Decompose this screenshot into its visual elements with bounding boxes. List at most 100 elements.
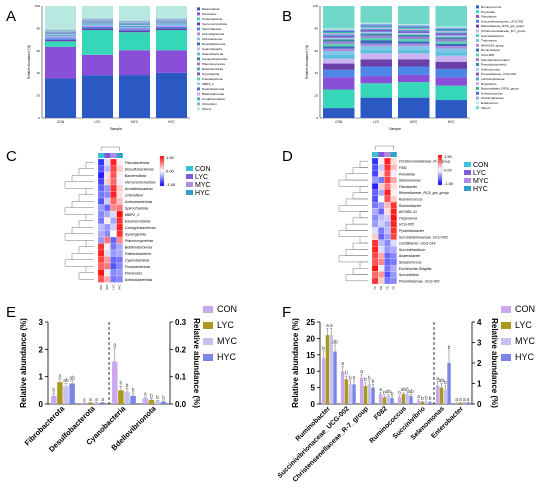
bar-segment [360,33,392,36]
heatmap-cell [384,239,391,247]
bar-segment [323,30,355,32]
legend-swatch [476,106,479,110]
legend-label: Synergistota [202,72,219,76]
bar [443,389,447,404]
legend-swatch [476,48,479,52]
bar-segment [81,54,114,76]
significance-letter: b [349,376,352,382]
bar-segment [44,41,77,47]
legend-label: Bdellovibrionota [202,92,224,96]
heatmap-cell [371,227,379,234]
heatmap-cell [97,184,105,192]
legend-label: Others [202,107,212,111]
bar [112,361,118,404]
bar-segment [323,58,355,64]
bar [333,351,337,404]
right-tick-label: 2 [477,359,482,368]
bar [405,393,409,404]
legend-swatch [476,101,479,105]
heatmap-column-label: LYC [385,286,389,290]
significance-letter: b [162,395,165,401]
significance-letter: a [379,387,382,393]
legend-swatch [501,306,511,313]
heatmap-cell [384,246,391,253]
heatmap-cell [116,217,123,225]
heatmap-row-label: WCHB1-41 [399,210,417,214]
heatmap-cell [390,201,397,209]
significance-letter: b [120,381,123,387]
heatmap-cell [384,258,391,266]
heatmap-cell [384,233,391,240]
bar-segment [435,27,467,29]
group-legend-swatch [464,170,471,175]
heatmap-cell [378,176,385,184]
bar [420,402,425,404]
heatmap-cell [116,262,123,270]
bar [466,402,470,404]
panel-d: D Christensenellaceae_R-7_group F082 Prevo… [278,140,550,290]
legend-label: Christensenellaceae_R-7_group [481,29,526,33]
legend-swatch [476,5,479,9]
heatmap-cell [116,275,123,283]
left-tick-label: 3 [39,318,44,327]
significance-letter: ab [385,389,391,395]
x-axis-title: Sample [389,127,401,131]
legend-label: HYC [217,352,237,362]
heatmap-cell [384,227,391,234]
scale-mid-label: 0.00 [166,169,175,174]
dendrogram-branch [345,198,368,206]
heatmap-cell [97,171,105,179]
y-axis-title: Relative Abundance (%) [27,45,31,79]
bar [51,395,57,404]
heatmap-cell [378,246,385,253]
dendrogram-branch [85,266,94,273]
bar-segment [118,24,151,26]
heatmap-cell [110,165,117,173]
heatmap-cell [378,258,385,266]
heatmap-cell [110,217,117,225]
significance-letter: a [101,397,104,403]
y-tick-label: 20 [315,94,319,98]
significance-letter: b [444,380,447,386]
bar [348,384,352,404]
significance-letter: b [126,383,129,389]
bar-segment [360,40,392,44]
dendrogram-branch [78,168,94,176]
bar-segment [323,43,355,47]
heatmap-cell [104,158,111,166]
heatmap-cell [97,217,105,225]
heatmap-row-label: Desulfobacterota [125,167,154,171]
legend-label: HYC [515,352,535,362]
y-tick-label: 20 [37,94,41,98]
bar-segment [398,41,430,44]
y-tick-label: 40 [315,71,319,75]
bar-segment [118,30,151,33]
heatmap-cell [116,249,123,257]
significance-letter: ab [332,339,338,345]
heatmap-row-label: Campylobacterota [125,226,156,230]
bar-segment [398,97,430,118]
dendrogram-branch [352,192,368,200]
heatmap-cell [104,171,111,179]
heatmap-row-label: Ruminobacter [399,204,422,208]
significance-letter: b [368,376,371,382]
legend-label: Pseudobutyrivibrio [481,63,507,67]
legend-swatch [197,102,200,106]
significance-letter: b [425,396,428,402]
heatmap-cell [104,256,111,264]
heatmap-cell [97,204,105,212]
heatmap-cell [116,230,123,238]
bar-segment [398,46,430,50]
x-tick-label: CON [57,120,65,124]
right-tick-label: 4 [477,318,482,327]
heatmap-row-label: MBP2_2 [125,213,140,217]
bar-segment [435,35,467,38]
bar [462,402,466,404]
bar-segment [323,34,355,36]
heatmap-cell [97,256,105,264]
legend-label: LYC [217,320,234,330]
heatmap-cell [110,269,117,277]
dendrogram-branch [352,268,368,275]
significance-letter: a [330,323,333,329]
bar-segment [81,21,114,23]
